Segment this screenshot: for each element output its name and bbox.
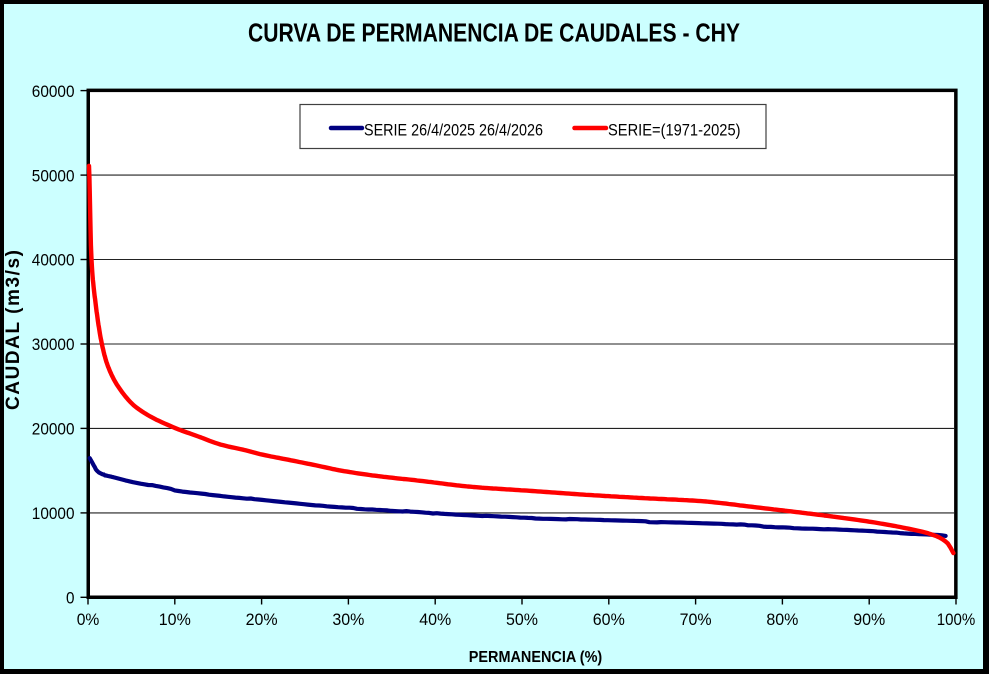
svg-text:10000: 10000 [32, 504, 75, 523]
svg-text:0: 0 [66, 589, 75, 608]
svg-text:50000: 50000 [32, 166, 75, 185]
svg-text:100%: 100% [937, 610, 976, 629]
svg-text:30000: 30000 [32, 335, 75, 354]
svg-text:20%: 20% [246, 610, 278, 629]
svg-text:SERIE=(1971-2025): SERIE=(1971-2025) [608, 120, 741, 139]
svg-text:40000: 40000 [32, 251, 75, 270]
svg-text:CURVA DE PERMANENCIA DE CAUDAL: CURVA DE PERMANENCIA DE CAUDALES - CHY [248, 18, 740, 48]
svg-text:80%: 80% [766, 610, 798, 629]
svg-text:CAUDAL (m3/s): CAUDAL (m3/s) [3, 250, 24, 410]
svg-text:10%: 10% [159, 610, 191, 629]
svg-text:20000: 20000 [32, 420, 75, 439]
svg-text:90%: 90% [853, 610, 885, 629]
svg-text:50%: 50% [506, 610, 538, 629]
svg-text:40%: 40% [419, 610, 451, 629]
svg-text:SERIE 26/4/2025 26/4/2026: SERIE 26/4/2025 26/4/2026 [364, 120, 543, 139]
svg-text:70%: 70% [680, 610, 712, 629]
svg-text:60000: 60000 [32, 82, 75, 101]
svg-text:0%: 0% [77, 610, 100, 629]
svg-text:60%: 60% [593, 610, 625, 629]
svg-text:30%: 30% [332, 610, 364, 629]
svg-text:PERMANENCIA (%): PERMANENCIA (%) [469, 649, 603, 666]
